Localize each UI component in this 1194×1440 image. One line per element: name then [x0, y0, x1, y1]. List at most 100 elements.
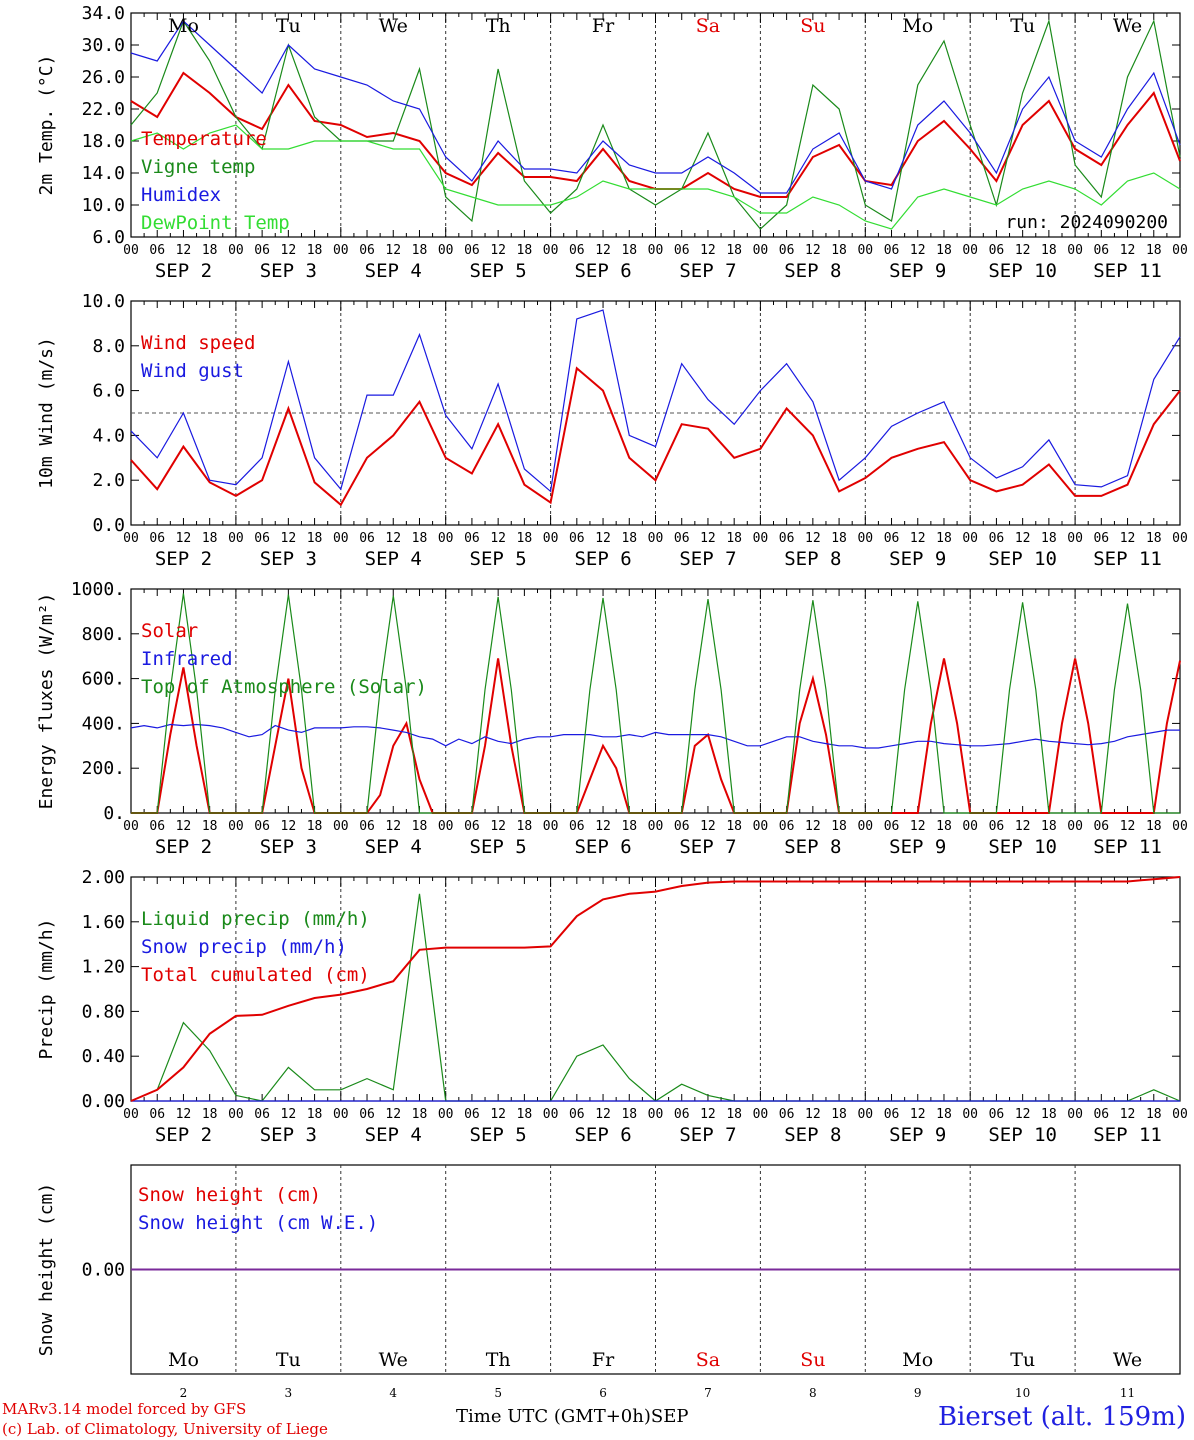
- hour-tick-label: 12: [281, 531, 297, 546]
- hour-tick-label: 12: [1120, 531, 1136, 546]
- run-label: run: 2024090200: [1005, 212, 1168, 233]
- hour-tick-label: 00: [438, 531, 454, 546]
- hour-tick-label: 06: [674, 243, 690, 258]
- hour-tick-label: 18: [831, 243, 847, 258]
- hour-tick-label: 06: [359, 1107, 375, 1122]
- legend-entry: Infrared: [141, 648, 233, 670]
- hour-tick-label: 12: [595, 819, 611, 834]
- legend-entry: Wind gust: [141, 360, 244, 382]
- y-tick-label: 200.: [82, 758, 125, 779]
- legend-entry: Snow precip (mm/h): [141, 936, 347, 958]
- hour-tick-label: 00: [543, 819, 559, 834]
- hour-tick-label: 12: [490, 243, 506, 258]
- hour-tick-label: 00: [123, 531, 139, 546]
- date-label: SEP 10: [988, 548, 1057, 570]
- hour-tick-label: 00: [962, 531, 978, 546]
- day-of-week-label: Sa: [696, 15, 720, 37]
- hour-tick-label: 12: [176, 1107, 192, 1122]
- bottom-day-number: 3: [285, 1386, 293, 1400]
- y-axis-label: Precip (mm/h): [36, 919, 57, 1060]
- y-tick-label: 10.0: [82, 195, 125, 216]
- day-of-week-label: Tu: [1010, 1349, 1035, 1371]
- date-label: SEP 5: [470, 836, 527, 858]
- y-tick-label: 2.00: [82, 867, 125, 888]
- bottom-day-number: 2: [180, 1386, 188, 1400]
- date-label: SEP 11: [1093, 836, 1162, 858]
- hour-tick-label: 06: [254, 531, 270, 546]
- hour-tick-label: 12: [1015, 243, 1031, 258]
- day-of-week-label: Fr: [592, 1349, 615, 1371]
- hour-tick-label: 00: [753, 819, 769, 834]
- hour-tick-label: 18: [726, 1107, 742, 1122]
- hour-tick-label: 18: [517, 243, 533, 258]
- date-label: SEP 8: [784, 260, 841, 282]
- date-label: SEP 4: [365, 836, 422, 858]
- y-tick-label: 18.0: [82, 131, 125, 152]
- hour-tick-label: 00: [123, 1107, 139, 1122]
- hour-tick-label: 18: [517, 819, 533, 834]
- date-label: SEP 3: [260, 836, 317, 858]
- date-label: SEP 6: [574, 836, 631, 858]
- hour-tick-label: 00: [228, 819, 244, 834]
- hour-tick-label: 18: [307, 531, 323, 546]
- hour-tick-label: 18: [202, 243, 218, 258]
- hour-tick-label: 06: [1093, 819, 1109, 834]
- hour-tick-label: 00: [1067, 1107, 1083, 1122]
- day-of-week-label: Mo: [168, 15, 199, 37]
- hour-tick-label: 12: [385, 531, 401, 546]
- hour-tick-label: 18: [202, 1107, 218, 1122]
- y-tick-label: 1.20: [82, 957, 125, 978]
- hour-tick-label: 06: [149, 243, 165, 258]
- hour-tick-label: 00: [1067, 819, 1083, 834]
- hour-tick-label: 06: [989, 1107, 1005, 1122]
- y-tick-label: 400.: [82, 713, 125, 734]
- hour-tick-label: 06: [674, 1107, 690, 1122]
- y-tick-label: 2.0: [92, 470, 125, 491]
- hour-tick-label: 00: [438, 243, 454, 258]
- day-of-week-label: Mo: [168, 1349, 199, 1371]
- hour-tick-label: 12: [700, 531, 716, 546]
- date-label: SEP 6: [574, 548, 631, 570]
- hour-tick-label: 00: [228, 243, 244, 258]
- hour-tick-label: 06: [254, 243, 270, 258]
- day-of-week-label: We: [379, 1349, 408, 1371]
- hour-tick-label: 18: [726, 531, 742, 546]
- hour-tick-label: 00: [228, 531, 244, 546]
- hour-tick-label: 00: [1172, 531, 1188, 546]
- hour-tick-label: 12: [385, 1107, 401, 1122]
- series-line-humidex: [130, 20, 1181, 194]
- hour-tick-label: 00: [333, 531, 349, 546]
- y-tick-label: 0.40: [82, 1046, 125, 1067]
- hour-tick-label: 06: [1093, 1107, 1109, 1122]
- hour-tick-label: 12: [176, 243, 192, 258]
- date-label: SEP 2: [155, 836, 212, 858]
- panel-2: 00 06 12 18 00 06 12 18 00 06 12 18 00 06 12 18 00 06 12 18…: [36, 291, 1188, 570]
- hour-tick-label: 00: [1172, 819, 1188, 834]
- hour-tick-label: 00: [857, 1107, 873, 1122]
- y-tick-label: 10.0: [82, 291, 125, 312]
- hour-tick-label: 00: [438, 819, 454, 834]
- hour-tick-label: 12: [700, 819, 716, 834]
- hour-tick-label: 18: [1041, 1107, 1057, 1122]
- hour-tick-label: 18: [307, 243, 323, 258]
- hour-tick-label: 06: [989, 819, 1005, 834]
- hour-tick-label: 00: [648, 1107, 664, 1122]
- y-tick-label: 26.0: [82, 67, 125, 88]
- hour-tick-label: 12: [1120, 243, 1136, 258]
- hour-tick-label: 06: [569, 243, 585, 258]
- bottom-day-number: 9: [914, 1386, 922, 1400]
- hour-tick-label: 12: [805, 819, 821, 834]
- y-tick-label: 0.00: [82, 1260, 125, 1281]
- hour-tick-label: 18: [726, 243, 742, 258]
- day-of-week-label: Tu: [276, 15, 301, 37]
- legend-entry: Solar: [141, 620, 198, 642]
- hour-tick-label: 00: [962, 243, 978, 258]
- hour-tick-label: 06: [359, 531, 375, 546]
- hour-tick-label: 00: [1172, 1107, 1188, 1122]
- date-label: SEP 4: [365, 1124, 422, 1146]
- legend-entry: Wind speed: [141, 332, 255, 354]
- y-tick-label: 600.: [82, 669, 125, 690]
- panel-5: 0.00 Snow height (cm) Snow height (cm) Snow…: [36, 1164, 1181, 1375]
- legend-entry: Humidex: [141, 184, 221, 206]
- day-of-week-label: Sa: [696, 1349, 720, 1371]
